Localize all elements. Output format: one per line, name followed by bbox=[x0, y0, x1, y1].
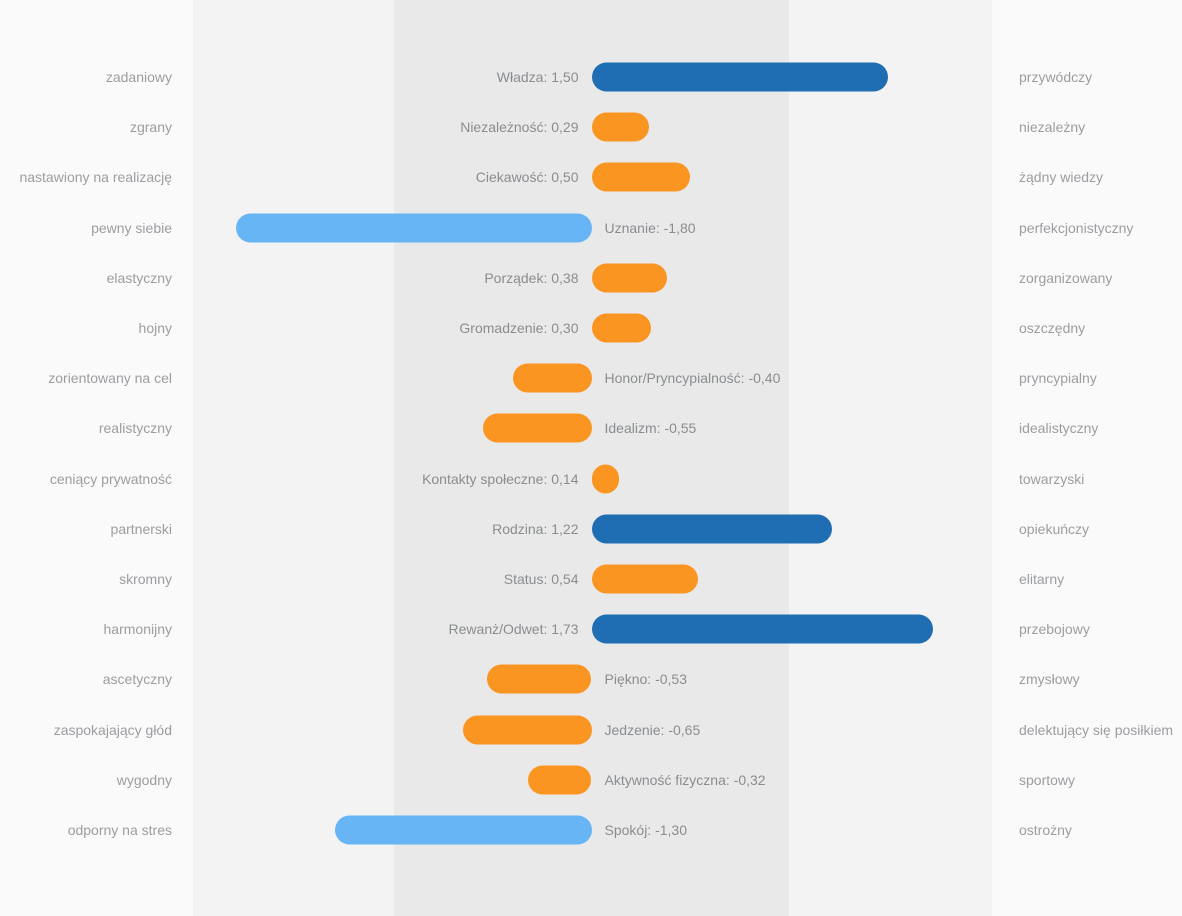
value-label: Niezależność: 0,29 bbox=[460, 119, 579, 136]
right-trait-label: delektujący się posiłkiem bbox=[1019, 721, 1174, 738]
value-bar bbox=[591, 62, 888, 92]
chart-row: elastyczny Porządek: 0,38 zorganizowany bbox=[0, 253, 1182, 303]
chart-row: zgrany Niezależność: 0,29 niezależny bbox=[0, 102, 1182, 152]
chart-row: hojny Gromadzenie: 0,30 oszczędny bbox=[0, 303, 1182, 353]
right-trait-label: zorganizowany bbox=[1019, 269, 1113, 286]
right-trait-label: oszczędny bbox=[1019, 320, 1086, 337]
left-trait-label: realistyczny bbox=[98, 420, 172, 437]
value-bar bbox=[591, 112, 649, 142]
left-trait-label: nastawiony na realizację bbox=[19, 169, 172, 186]
value-label: Uznanie: -1,80 bbox=[604, 219, 696, 236]
left-trait-label: partnerski bbox=[110, 520, 172, 537]
left-trait-label: zgrany bbox=[129, 119, 172, 136]
left-trait-label: odporny na stres bbox=[67, 821, 172, 838]
right-trait-label: opiekuńczy bbox=[1019, 520, 1090, 537]
value-label: Idealizm: -0,55 bbox=[604, 420, 697, 437]
value-label: Spokój: -1,30 bbox=[604, 821, 688, 838]
value-bar bbox=[334, 815, 592, 845]
value-label: Piękno: -0,53 bbox=[604, 671, 688, 688]
left-trait-label: wygodny bbox=[116, 771, 172, 788]
value-bar bbox=[486, 664, 592, 694]
right-trait-label: niezależny bbox=[1019, 119, 1086, 136]
value-label: Kontakty społeczne: 0,14 bbox=[422, 470, 579, 487]
value-bar bbox=[591, 614, 934, 644]
background-column-right-inner bbox=[789, 0, 992, 916]
value-bar bbox=[528, 765, 592, 795]
right-trait-label: pryncypialny bbox=[1019, 370, 1097, 387]
right-trait-label: zmysłowy bbox=[1019, 671, 1080, 688]
value-label: Władza: 1,50 bbox=[496, 69, 579, 86]
chart-row: zadaniowy Władza: 1,50 przywódczy bbox=[0, 52, 1182, 102]
value-label: Rewanż/Odwet: 1,73 bbox=[448, 621, 579, 638]
chart-row: ceniący prywatność Kontakty społeczne: 0… bbox=[0, 454, 1182, 504]
background-column-center bbox=[394, 0, 789, 916]
right-trait-label: przebojowy bbox=[1019, 621, 1090, 638]
right-trait-label: ostrożny bbox=[1019, 821, 1072, 838]
value-bar bbox=[512, 363, 592, 393]
chart-row: ascetyczny Piękno: -0,53 zmysłowy bbox=[0, 654, 1182, 704]
value-label: Honor/Pryncypialność: -0,40 bbox=[604, 370, 781, 387]
value-label: Status: 0,54 bbox=[503, 570, 579, 587]
left-trait-label: pewny siebie bbox=[91, 219, 172, 236]
value-bar bbox=[591, 162, 691, 192]
value-bar bbox=[591, 464, 620, 494]
left-trait-label: skromny bbox=[119, 570, 172, 587]
value-bar bbox=[236, 213, 592, 243]
left-trait-label: ceniący prywatność bbox=[49, 470, 172, 487]
chart-row: realistyczny Idealizm: -0,55 idealistycz… bbox=[0, 403, 1182, 453]
right-trait-label: perfekcjonistyczny bbox=[1019, 219, 1134, 236]
right-trait-label: idealistyczny bbox=[1019, 420, 1099, 437]
left-trait-label: hojny bbox=[138, 320, 172, 337]
chart-row: harmonijny Rewanż/Odwet: 1,73 przebojowy bbox=[0, 604, 1182, 654]
left-trait-label: zorientowany na cel bbox=[48, 370, 172, 387]
right-trait-label: przywódczy bbox=[1019, 69, 1093, 86]
value-bar bbox=[591, 263, 667, 293]
left-trait-label: zaspokajający głód bbox=[53, 721, 172, 738]
chart-row: zaspokajający głód Jedzenie: -0,65 delek… bbox=[0, 704, 1182, 754]
left-trait-label: zadaniowy bbox=[105, 69, 172, 86]
value-label: Porządek: 0,38 bbox=[484, 269, 579, 286]
chart-row: odporny na stres Spokój: -1,30 ostrożny bbox=[0, 805, 1182, 855]
chart-row: wygodny Aktywność fizyczna: -0,32 sporto… bbox=[0, 755, 1182, 805]
left-trait-label: ascetyczny bbox=[102, 671, 172, 688]
background-column-left-inner bbox=[193, 0, 394, 916]
value-label: Gromadzenie: 0,30 bbox=[459, 320, 579, 337]
background-column-right-outer bbox=[992, 0, 1182, 916]
right-trait-label: żądny wiedzy bbox=[1019, 169, 1104, 186]
chart-row: zorientowany na cel Honor/Pryncypialność… bbox=[0, 353, 1182, 403]
value-bar bbox=[591, 514, 833, 544]
value-bar bbox=[591, 313, 651, 343]
left-trait-label: elastyczny bbox=[106, 269, 172, 286]
value-label: Jedzenie: -0,65 bbox=[604, 721, 701, 738]
right-trait-label: towarzyski bbox=[1019, 470, 1085, 487]
value-bar bbox=[591, 564, 699, 594]
right-trait-label: elitarny bbox=[1019, 570, 1065, 587]
chart-row: partnerski Rodzina: 1,22 opiekuńczy bbox=[0, 504, 1182, 554]
chart-row: pewny siebie Uznanie: -1,80 perfekcjonis… bbox=[0, 203, 1182, 253]
value-bar bbox=[482, 413, 592, 443]
chart-row: skromny Status: 0,54 elitarny bbox=[0, 554, 1182, 604]
value-label: Aktywność fizyczna: -0,32 bbox=[604, 771, 766, 788]
value-label: Rodzina: 1,22 bbox=[492, 520, 579, 537]
value-label: Ciekawość: 0,50 bbox=[475, 169, 579, 186]
left-trait-label: harmonijny bbox=[103, 621, 172, 638]
value-bar bbox=[463, 715, 592, 745]
right-trait-label: sportowy bbox=[1019, 771, 1076, 788]
chart-rows: zadaniowy Władza: 1,50 przywódczy zgrany… bbox=[0, 52, 1182, 855]
chart-row: nastawiony na realizację Ciekawość: 0,50… bbox=[0, 152, 1182, 202]
background-column-left-outer bbox=[0, 0, 193, 916]
